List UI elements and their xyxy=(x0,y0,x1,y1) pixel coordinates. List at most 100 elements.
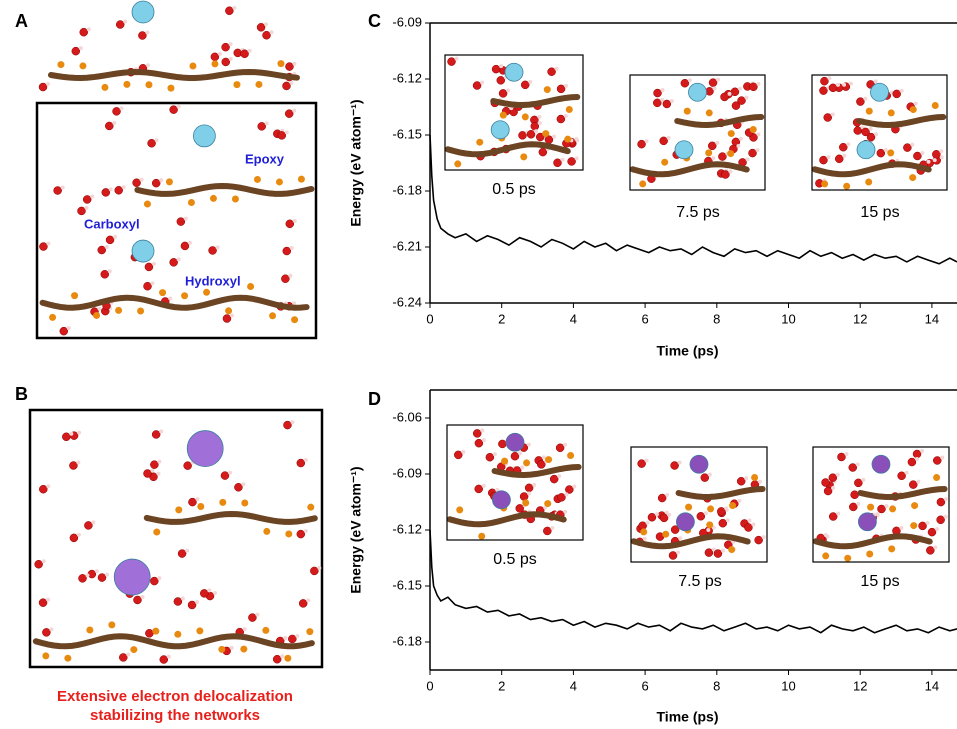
atom xyxy=(828,83,838,93)
graphene-sheet xyxy=(446,511,567,528)
atom xyxy=(856,501,861,506)
atom xyxy=(285,530,293,538)
atom xyxy=(112,120,117,125)
atom xyxy=(647,513,657,522)
atom xyxy=(526,442,531,447)
atom xyxy=(654,512,659,517)
atom xyxy=(761,535,766,540)
atom xyxy=(644,139,649,144)
atom xyxy=(147,138,156,148)
ion xyxy=(504,62,524,82)
atom xyxy=(855,462,860,467)
atom xyxy=(660,88,665,93)
atom xyxy=(79,62,87,70)
y-axis-label: Energy (eV atom⁻¹) xyxy=(348,99,364,226)
atom xyxy=(653,88,662,98)
atom xyxy=(720,92,729,102)
atom xyxy=(256,23,266,32)
atom xyxy=(140,594,145,599)
atom xyxy=(480,80,485,85)
atom xyxy=(159,289,167,297)
atom xyxy=(913,101,918,106)
atom xyxy=(565,485,574,494)
atom xyxy=(687,78,692,83)
atom xyxy=(659,136,668,146)
atom xyxy=(76,460,81,465)
atom xyxy=(177,549,187,558)
x-tick-label: 2 xyxy=(498,678,505,693)
atom xyxy=(889,505,897,513)
atom xyxy=(887,109,895,117)
atom xyxy=(211,60,219,68)
atom xyxy=(154,138,159,143)
atom xyxy=(248,613,257,622)
molecular-render xyxy=(630,454,766,560)
atom xyxy=(836,511,841,516)
atom xyxy=(289,80,294,85)
graphene-sheet xyxy=(491,464,582,478)
atom xyxy=(727,91,732,96)
atom xyxy=(38,598,48,607)
atom xyxy=(909,174,917,182)
atom xyxy=(520,153,528,161)
panel-b-frame xyxy=(28,408,324,669)
atom xyxy=(537,460,546,469)
atom xyxy=(567,451,575,459)
atom xyxy=(156,471,161,476)
atom xyxy=(683,107,691,115)
atom xyxy=(543,86,551,94)
atom xyxy=(306,598,311,603)
caption: Extensive electron delocalization xyxy=(57,688,293,705)
atom xyxy=(565,105,573,113)
atom xyxy=(943,514,948,519)
atom xyxy=(71,46,81,56)
atom xyxy=(41,559,46,564)
atom xyxy=(296,529,306,539)
atom xyxy=(834,154,844,164)
graphene-sheet xyxy=(47,68,300,81)
atom xyxy=(696,512,706,521)
atom xyxy=(830,112,835,117)
atom xyxy=(79,27,88,37)
atom xyxy=(284,130,289,135)
atom xyxy=(933,456,942,465)
atom xyxy=(209,194,217,202)
atom xyxy=(145,81,153,89)
atom xyxy=(737,86,742,91)
y-tick-label: -6.18 xyxy=(392,633,422,648)
atom xyxy=(661,158,669,166)
atom xyxy=(85,573,90,578)
panel-label: A xyxy=(15,11,28,31)
atom xyxy=(105,235,115,245)
atom xyxy=(665,493,670,498)
atom xyxy=(527,491,532,496)
atom xyxy=(866,132,876,142)
atom xyxy=(926,546,935,555)
atom xyxy=(138,31,147,40)
atom xyxy=(197,503,205,511)
molecular-render xyxy=(812,448,948,562)
atom xyxy=(145,30,150,35)
atom xyxy=(57,61,65,69)
atom xyxy=(187,600,197,610)
atom xyxy=(524,483,534,493)
y-tick-label: -6.24 xyxy=(392,294,422,309)
atom xyxy=(283,420,292,430)
atom xyxy=(87,569,97,579)
atom xyxy=(530,121,540,131)
atom xyxy=(849,502,858,512)
graphene-sheet xyxy=(134,182,315,197)
atom xyxy=(653,98,662,108)
atom xyxy=(677,460,682,465)
atom xyxy=(104,245,109,250)
atom xyxy=(638,521,647,530)
atom xyxy=(176,257,181,262)
atom xyxy=(907,457,917,467)
atom xyxy=(185,548,190,553)
atom xyxy=(563,509,568,514)
atom xyxy=(447,57,456,66)
atom xyxy=(877,504,886,514)
graphene-sheet xyxy=(856,114,947,128)
atom xyxy=(861,477,866,482)
energy-line xyxy=(429,134,957,265)
